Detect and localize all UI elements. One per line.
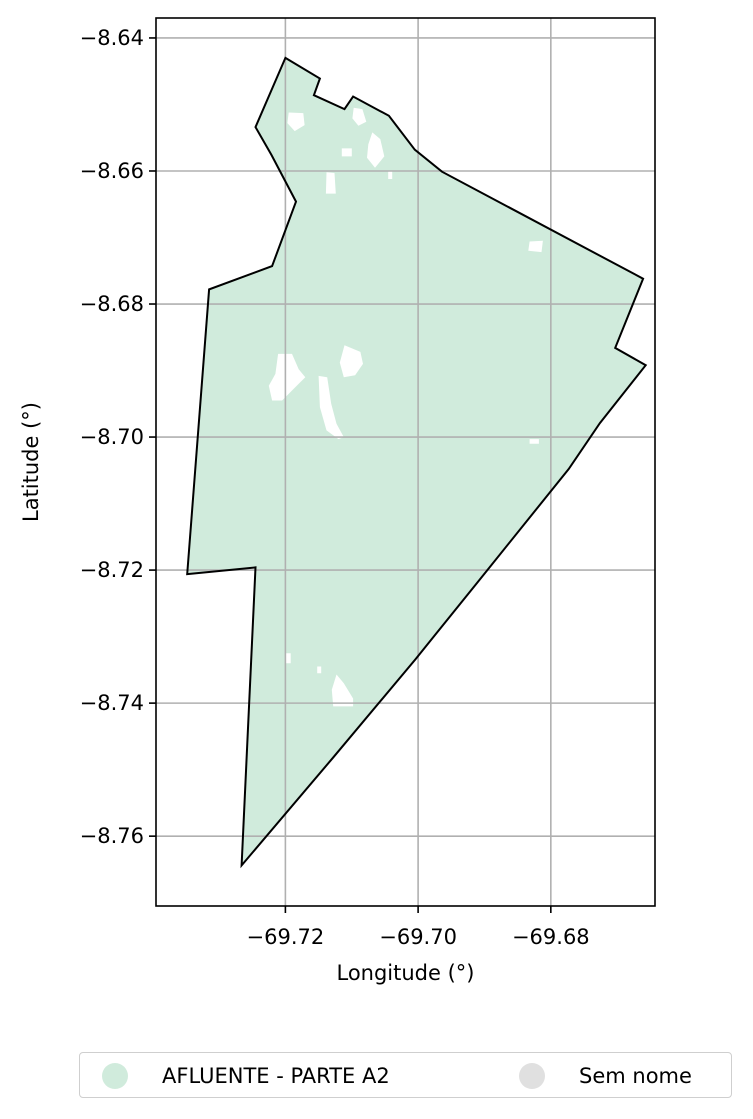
- gridlines: [156, 18, 655, 906]
- region-polygon: [187, 57, 646, 866]
- y-tick-label: −8.66: [80, 159, 144, 183]
- legend: AFLUENTE - PARTE A2 Sem nome: [79, 1052, 732, 1098]
- axis-ticks: −69.72 −69.70 −69.68 −8.64 −8.66 −8.68 −8.70 −8…: [80, 26, 590, 949]
- legend-label-afluente: AFLUENTE - PARTE A2: [162, 1064, 390, 1088]
- map-figure: −69.72 −69.70 −69.68 −8.64 −8.66 −8.68 −8.70 −8…: [19, 17, 656, 985]
- x-tick-label: −69.68: [512, 925, 590, 949]
- y-tick-label: −8.64: [80, 26, 144, 50]
- plot-frame: [155, 17, 656, 907]
- legend-marker-afluente: [102, 1063, 128, 1089]
- legend-marker-sem-nome: [519, 1063, 545, 1089]
- plot-area: [155, 17, 656, 907]
- y-tick-label: −8.76: [80, 824, 144, 848]
- y-tick-label: −8.72: [80, 558, 144, 582]
- x-axis-title: Longitude (°): [336, 961, 474, 985]
- y-tick-label: −8.74: [80, 691, 144, 715]
- region-outline: [186, 56, 648, 869]
- x-tick-label: −69.70: [379, 925, 457, 949]
- legend-item-sem-nome: Sem nome: [519, 1053, 692, 1099]
- legend-label-sem-nome: Sem nome: [579, 1064, 692, 1088]
- y-axis-title: Latitude (°): [19, 402, 43, 522]
- y-tick-label: −8.68: [80, 292, 144, 316]
- y-tick-label: −8.70: [80, 425, 144, 449]
- x-tick-label: −69.72: [247, 925, 325, 949]
- legend-item-afluente: AFLUENTE - PARTE A2: [102, 1053, 390, 1099]
